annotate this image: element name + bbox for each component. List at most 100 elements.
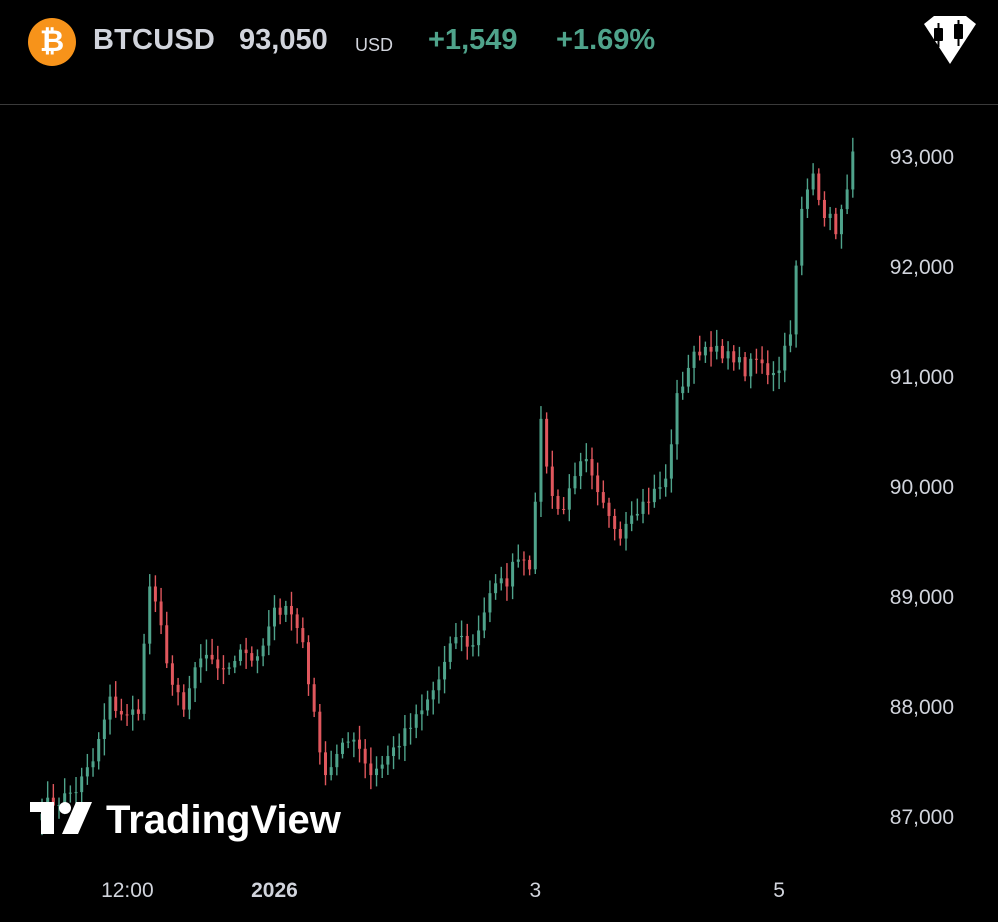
- candle-body: [159, 601, 163, 626]
- price-tick-label: 91,000: [890, 366, 954, 389]
- candle-body: [624, 523, 628, 539]
- candle-body: [148, 586, 152, 644]
- candle-body: [652, 488, 656, 503]
- candle-body: [233, 661, 237, 668]
- candle-body: [74, 792, 78, 794]
- candle-body: [250, 653, 254, 661]
- last-price: 93,050: [239, 24, 328, 56]
- candle-body: [494, 583, 498, 594]
- symbol-name[interactable]: BTCUSD: [93, 24, 216, 56]
- candle-body: [471, 645, 475, 647]
- candle-body: [771, 373, 775, 376]
- candle-body: [227, 667, 231, 669]
- price-axis[interactable]: 87,000 88,000 89,000 90,000 91,000 92,000 93,0…: [890, 146, 954, 829]
- candle-body: [664, 478, 668, 488]
- time-axis[interactable]: 12:00 2026 3 5: [101, 879, 785, 902]
- candle-body: [754, 358, 758, 360]
- candlestick-icon: [924, 16, 976, 64]
- candle-body: [341, 742, 345, 754]
- candle-body: [238, 649, 242, 662]
- candle-body: [766, 363, 770, 376]
- candle-body: [142, 643, 146, 714]
- candle-body: [437, 679, 441, 691]
- candle-body: [182, 692, 186, 710]
- candle-body: [358, 739, 362, 749]
- candle-body: [499, 578, 503, 584]
- candle-body: [255, 656, 259, 661]
- candle-body: [85, 767, 89, 777]
- candle-body: [136, 709, 140, 714]
- tradingview-logo-icon: [30, 802, 92, 834]
- tradingview-wordmark: TradingView: [106, 798, 342, 842]
- candle-body: [511, 561, 515, 587]
- candle-body: [839, 209, 843, 235]
- candle-body: [97, 738, 101, 762]
- candle-body: [607, 502, 611, 516]
- candle-body: [811, 173, 815, 190]
- candle-body: [805, 189, 809, 209]
- candle-body: [743, 357, 747, 377]
- candle-body: [346, 741, 350, 743]
- candle-body: [681, 386, 685, 394]
- candles: [40, 137, 855, 836]
- candle-body: [306, 642, 310, 685]
- candle-body: [601, 492, 605, 503]
- price-currency: USD: [355, 35, 394, 55]
- candle-body: [125, 714, 129, 716]
- candle-body: [709, 346, 713, 352]
- candle-body: [749, 358, 753, 377]
- candle-body: [210, 654, 214, 660]
- candle-body: [114, 696, 118, 711]
- candle-body: [647, 501, 651, 503]
- time-tick-label: 5: [773, 879, 785, 902]
- candle-body: [460, 635, 464, 638]
- candle-body: [692, 351, 696, 368]
- candle-body: [851, 151, 855, 190]
- candle-body: [153, 586, 157, 602]
- candle-body: [562, 508, 566, 510]
- candle-body: [828, 213, 832, 219]
- candle-body: [403, 728, 407, 746]
- candle-body: [397, 745, 401, 748]
- candle-body: [409, 727, 413, 729]
- time-tick-label: 12:00: [101, 879, 154, 902]
- candle-body: [448, 643, 452, 662]
- candle-body: [102, 719, 106, 739]
- chart-type-button[interactable]: [922, 14, 978, 66]
- candle-body: [669, 444, 673, 479]
- candle-body: [545, 418, 549, 467]
- candle-body: [726, 351, 730, 359]
- candle-body: [221, 668, 225, 670]
- candle-body: [329, 767, 333, 776]
- tradingview-watermark: TradingView: [30, 798, 342, 842]
- price-tick-label: 93,000: [890, 146, 954, 169]
- candle-body: [352, 739, 356, 742]
- candle-body: [635, 513, 639, 516]
- candle-body: [528, 559, 532, 570]
- candle-body: [567, 488, 571, 510]
- candle-body: [477, 630, 481, 646]
- header-divider: [0, 104, 998, 105]
- candle-body: [737, 357, 741, 363]
- price-tick-label: 90,000: [890, 476, 954, 499]
- candle-body: [57, 804, 61, 806]
- candle-body: [596, 475, 600, 493]
- candle-body: [176, 684, 180, 693]
- candle-body: [505, 578, 509, 587]
- candle-body: [443, 661, 447, 680]
- price-change-percent: +1.69%: [556, 24, 656, 56]
- price-chart[interactable]: 87,000 88,000 89,000 90,000 91,000 92,000 93,0…: [0, 105, 998, 922]
- candle-body: [165, 625, 169, 664]
- candle-body: [522, 559, 526, 561]
- candle-body: [579, 461, 583, 477]
- candle-body: [533, 501, 537, 570]
- time-tick-label: 2026: [251, 879, 298, 902]
- candle-body: [375, 768, 379, 776]
- candle-body: [465, 635, 469, 647]
- candle-body: [550, 466, 554, 496]
- candle-body: [244, 649, 248, 654]
- candle-body: [800, 208, 804, 266]
- candle-body: [193, 667, 197, 689]
- candle-body: [698, 351, 702, 356]
- price-change: +1,549: [428, 24, 518, 56]
